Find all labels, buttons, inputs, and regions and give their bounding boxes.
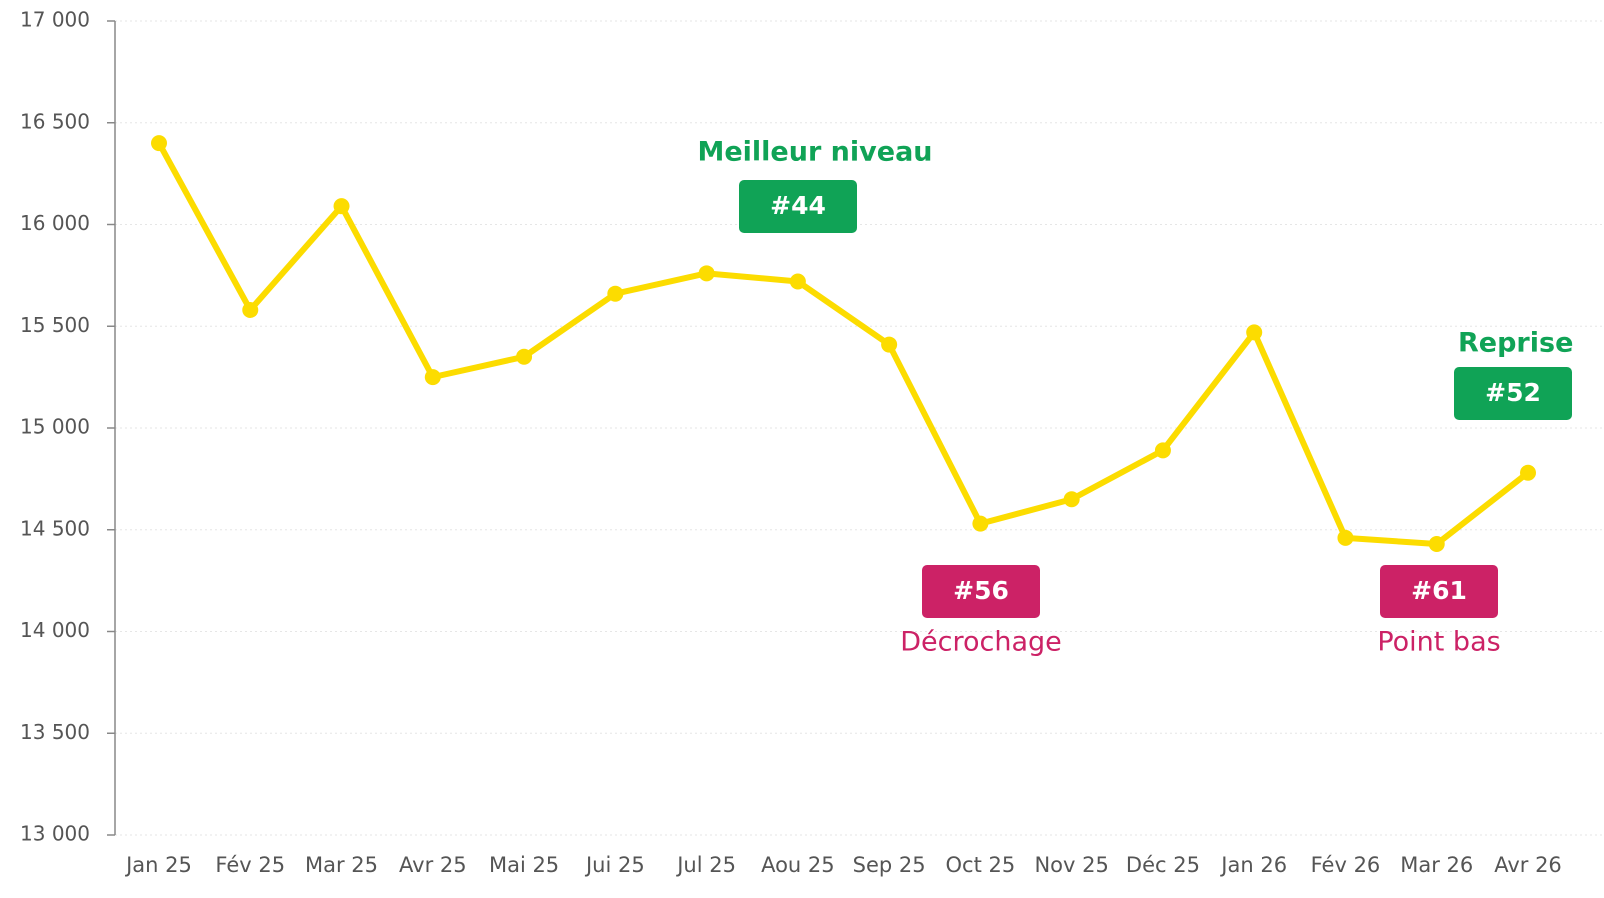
x-tick-label: Sep 25 — [853, 853, 926, 877]
y-tick-label: 15 000 — [20, 415, 90, 439]
annotation-badge-text: #44 — [770, 191, 826, 220]
data-point — [1246, 324, 1263, 341]
x-tick-label: Avr 26 — [1494, 853, 1562, 877]
x-tick-label: Mar 25 — [305, 853, 378, 877]
y-tick-label: 16 000 — [20, 211, 90, 235]
x-tick-label: Déc 25 — [1126, 853, 1200, 877]
annotation-badge — [1454, 367, 1572, 420]
x-tick-label: Aou 25 — [761, 853, 835, 877]
data-point — [516, 348, 533, 365]
y-tick-label: 14 500 — [20, 516, 90, 540]
y-tick-label: 16 500 — [20, 109, 90, 133]
x-tick-label: Jan 25 — [124, 853, 192, 877]
y-tick-label: 13 000 — [20, 822, 90, 846]
data-point — [607, 285, 624, 302]
y-tick-label: 17 000 — [20, 8, 90, 32]
y-tick-label: 14 000 — [20, 618, 90, 642]
annotation-label: Point bas — [1377, 627, 1500, 658]
x-tick-label: Mar 26 — [1400, 853, 1473, 877]
data-point — [333, 198, 350, 215]
data-point — [424, 369, 441, 386]
annotation-label: Meilleur niveau — [697, 137, 932, 168]
annotation-label: Reprise — [1458, 328, 1573, 359]
x-tick-label: Fév 26 — [1311, 853, 1381, 877]
x-tick-label: Jan 26 — [1219, 853, 1287, 877]
x-tick-label: Mai 25 — [489, 853, 559, 877]
annotation-badge-text: #52 — [1485, 378, 1541, 407]
x-tick-label: Jui 25 — [584, 853, 645, 877]
data-point — [881, 336, 898, 353]
data-point — [1428, 535, 1445, 552]
data-point — [789, 273, 806, 290]
data-point — [698, 265, 715, 282]
annotation-badge — [739, 180, 857, 233]
data-point — [1154, 442, 1171, 459]
data-point — [1520, 464, 1536, 481]
annotation-label: Décrochage — [900, 627, 1062, 658]
x-tick-label: Avr 25 — [399, 853, 467, 877]
x-tick-label: Nov 25 — [1034, 853, 1108, 877]
annotation-badge — [922, 565, 1040, 618]
annotation-badge-text: #61 — [1411, 576, 1467, 605]
data-point — [242, 301, 259, 318]
annotation-badge-text: #56 — [953, 576, 1009, 605]
x-tick-label: Jul 25 — [675, 853, 736, 877]
data-point — [972, 515, 989, 532]
data-point — [1337, 529, 1354, 546]
x-tick-label: Fév 25 — [215, 853, 285, 877]
annotation-badge — [1380, 565, 1498, 618]
data-line — [156, 140, 1531, 547]
x-tick-label: Oct 25 — [946, 853, 1016, 877]
y-tick-label: 15 500 — [20, 313, 90, 337]
data-point — [151, 135, 167, 152]
data-point — [1063, 491, 1080, 508]
y-tick-label: 13 500 — [20, 720, 90, 744]
